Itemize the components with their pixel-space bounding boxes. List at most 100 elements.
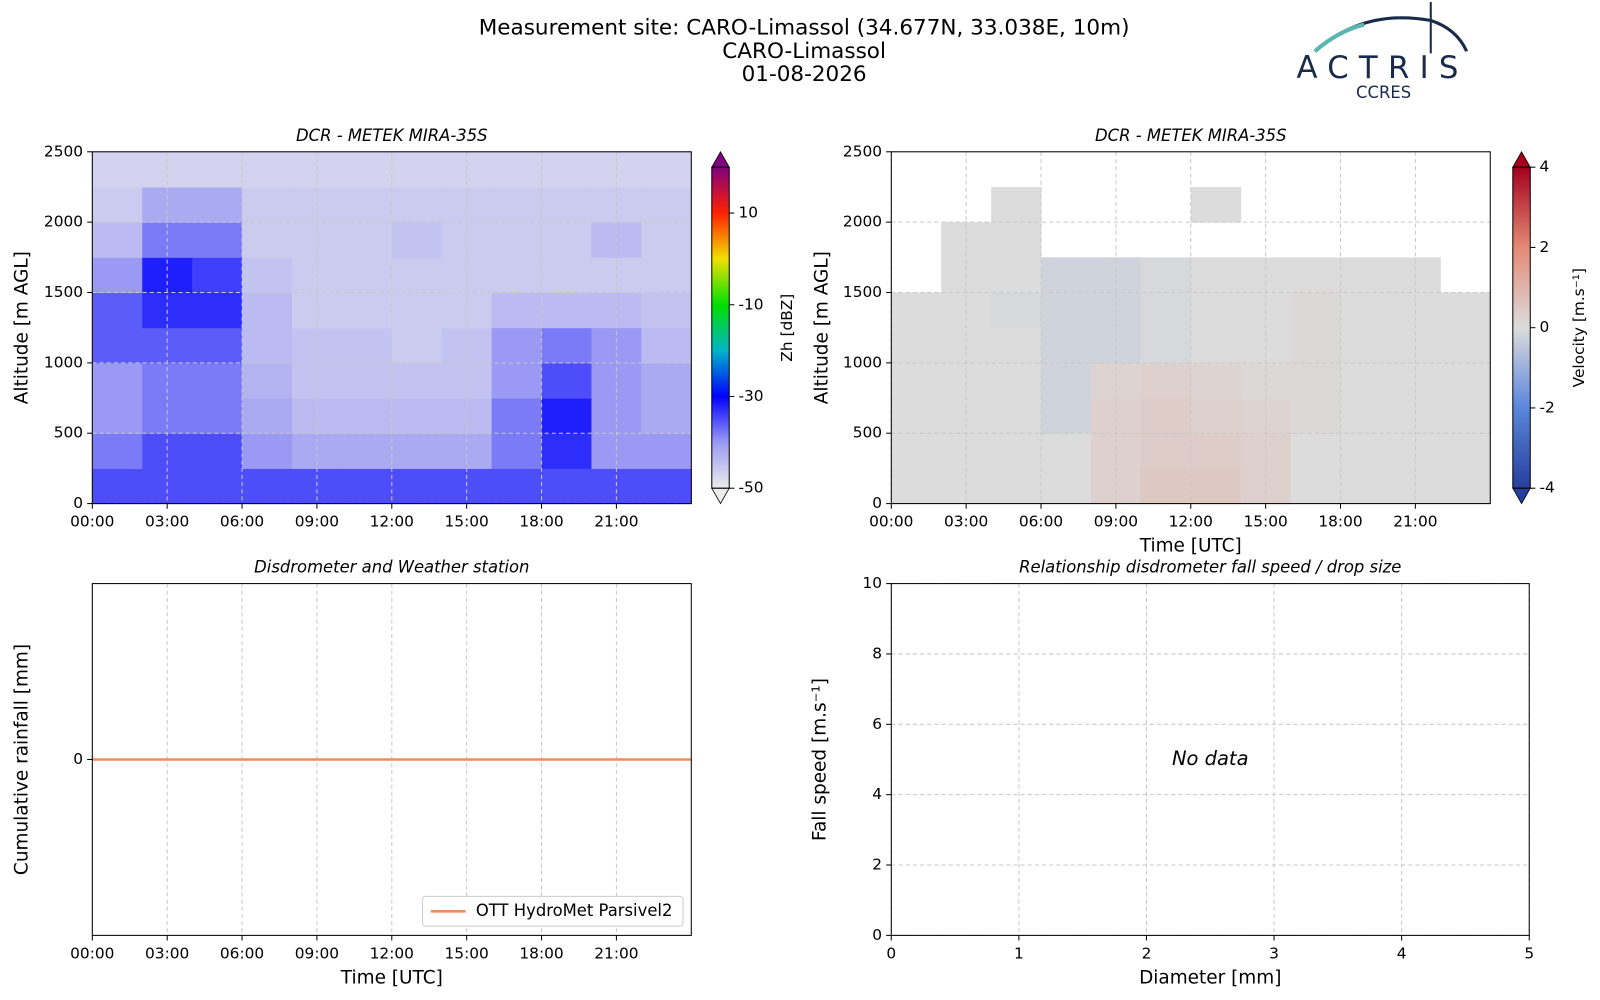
heatmap-cell (541, 257, 592, 294)
plot-frame (890, 151, 1491, 505)
heatmap-cell (1340, 362, 1391, 399)
heatmap-cell (991, 257, 1042, 294)
plot-title: DCR - METEK MIRA-35S (296, 126, 488, 145)
heatmap-cell (541, 362, 592, 399)
heatmap-cell (991, 292, 1042, 329)
heatmap-cell (1290, 257, 1342, 294)
heatmap-cell (341, 222, 393, 258)
heatmap-cell (1190, 292, 1242, 329)
heatmap-cell (491, 362, 543, 399)
heatmap-cell (192, 186, 243, 223)
figure-title: CARO-Limassol (722, 39, 886, 64)
x-tick-label: 00:00 (869, 513, 913, 531)
heatmap-cell (891, 468, 942, 505)
heatmap-cell (1190, 433, 1242, 469)
heatmap-cell (1190, 468, 1242, 505)
x-tick-label: 12:00 (370, 513, 414, 531)
heatmap-cell (1140, 257, 1192, 294)
colorbar-tick-label: 0 (1539, 318, 1549, 336)
heatmap-cell (541, 327, 592, 364)
x-axis-label: Time [UTC] (1139, 536, 1242, 557)
colorbar-label: Zh [dBZ] (778, 294, 796, 362)
plot-frame (91, 583, 692, 936)
heatmap-cell (491, 222, 543, 258)
heatmap-cell (192, 327, 243, 364)
figure-title: Measurement site: CARO-Limassol (34.677N… (479, 16, 1130, 41)
heatmap-cell (1041, 292, 1092, 329)
heatmap-cell (1140, 468, 1192, 505)
logo-arc-accent (1313, 22, 1365, 53)
heatmap-cell (242, 468, 293, 505)
heatmap-cell (1290, 292, 1342, 329)
y-axis-label: Altitude [m AGL] (12, 251, 33, 404)
annotation: No data (1172, 747, 1249, 770)
y-tick-label: 2500 (44, 142, 83, 160)
x-tick-label: 21:00 (1393, 513, 1437, 531)
heatmap-cell (991, 398, 1042, 434)
heatmap-cell (1340, 257, 1391, 294)
x-tick-label: 12:00 (370, 944, 414, 962)
heatmap-cell (1190, 327, 1242, 364)
heatmap-cell (242, 151, 293, 188)
legend (422, 895, 684, 927)
colorbar-extend-top (711, 150, 730, 168)
heatmap-cell (92, 398, 143, 434)
y-tick-label: 1500 (44, 283, 83, 301)
heatmap-cell (1440, 398, 1491, 434)
heatmap-cell (391, 257, 443, 294)
x-tick-label: 15:00 (445, 944, 489, 962)
x-tick-label: 06:00 (220, 513, 264, 531)
panel: -50 -30 -10 10 Zh [dBZ] 00:00 03:00 06:00 09:00 1… (12, 126, 797, 531)
heatmap-cell (541, 222, 592, 258)
heatmap-cell (491, 186, 543, 223)
heatmap-cell (1041, 398, 1092, 434)
heatmap-cell (341, 186, 393, 223)
x-tick-label: 09:00 (1094, 513, 1138, 531)
logo-text: ACTRIS (1296, 50, 1468, 86)
y-tick-label: 8 (872, 644, 882, 662)
heatmap-cell (641, 222, 692, 258)
colorbar-extend-bottom (711, 487, 730, 505)
x-tick-label: 1 (1014, 944, 1024, 962)
heatmap-cell (641, 433, 692, 469)
x-tick-label: 06:00 (220, 944, 264, 962)
heatmap-cell (541, 292, 592, 329)
x-tick-label: 18:00 (519, 513, 563, 531)
heatmap-cell (491, 468, 543, 505)
heatmap-cell (242, 257, 293, 294)
heatmap-cell (192, 257, 243, 294)
heatmap-cell (1140, 292, 1192, 329)
heatmap-cell (391, 433, 443, 469)
heatmap-cell (192, 398, 243, 434)
heatmap-cell (1140, 362, 1192, 399)
heatmap-cell (391, 362, 443, 399)
plot-title: Disdrometer and Weather station (254, 558, 529, 577)
heatmap-cell (1440, 292, 1491, 329)
heatmap-cell (641, 327, 692, 364)
y-axis-label: Cumulative rainfall [mm] (12, 644, 33, 875)
heatmap-cell (192, 362, 243, 399)
x-tick-label: 06:00 (1019, 513, 1063, 531)
heatmap-cell (391, 222, 443, 258)
heatmap-cell (991, 222, 1042, 258)
heatmap-cell (92, 186, 143, 223)
heatmap-cell (242, 362, 293, 399)
heatmap-cell (92, 222, 143, 258)
x-tick-label: 21:00 (594, 944, 638, 962)
heatmap-cell (991, 468, 1042, 505)
heatmap-cell (92, 362, 143, 399)
colorbar (1512, 167, 1531, 489)
y-tick-label: 2 (872, 856, 882, 874)
logo: ACTRIS CCRES (1296, 2, 1469, 102)
colorbar-tick-label: -4 (1539, 479, 1554, 497)
heatmap-cell (1140, 433, 1192, 469)
x-tick-label: 0 (886, 944, 896, 962)
x-tick-label: 09:00 (295, 944, 339, 962)
heatmap-cell (991, 327, 1042, 364)
heatmap-cell (491, 257, 543, 294)
x-tick-label: 03:00 (944, 513, 988, 531)
heatmap-cell (491, 327, 543, 364)
heatmap-cell (1440, 362, 1491, 399)
heatmap-cell (1440, 468, 1491, 505)
heatmap-cell (341, 433, 393, 469)
